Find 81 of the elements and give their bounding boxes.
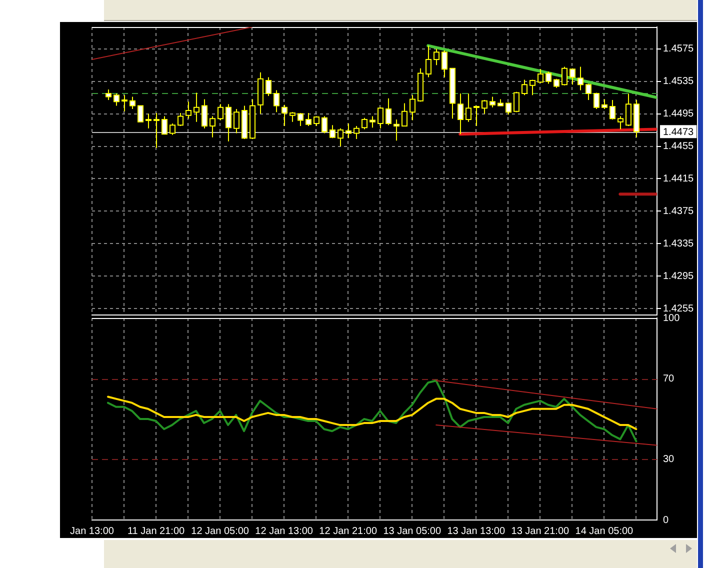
candlestick (266, 76, 272, 96)
candlestick (530, 79, 536, 96)
candlestick (274, 90, 280, 113)
candlestick (122, 94, 128, 112)
candlestick (170, 123, 176, 136)
candlestick (610, 100, 616, 120)
candlestick (346, 123, 352, 139)
x-tick-label: 12 Jan 05:00 (191, 526, 250, 537)
candlestick (426, 45, 432, 78)
candlestick (210, 116, 216, 138)
x-tick-label: 13 Jan 21:00 (511, 526, 570, 537)
candlestick (442, 50, 448, 78)
candlestick (594, 92, 600, 110)
candlestick (146, 113, 152, 129)
candlestick (330, 124, 336, 139)
candlestick (130, 96, 136, 110)
y-tick-label: 1.4535 (663, 76, 694, 88)
candlestick (410, 94, 416, 121)
x-tick-label: 12 Jan 21:00 (319, 526, 378, 537)
candlestick (162, 116, 168, 135)
y-tick-label: 1.4255 (663, 303, 694, 314)
candlestick (626, 93, 632, 126)
candlestick (226, 104, 232, 142)
candlestick (402, 102, 408, 126)
candlestick (618, 116, 624, 130)
candlestick (570, 68, 576, 86)
y-tick-label: 70 (663, 373, 675, 384)
candlestick (394, 118, 400, 142)
candlestick (178, 112, 184, 126)
candlestick (298, 112, 304, 126)
candlestick (322, 116, 328, 134)
candlestick (458, 93, 464, 135)
candlestick (202, 98, 208, 129)
candlestick (354, 125, 360, 140)
candlestick (474, 105, 480, 126)
candlestick (114, 93, 120, 106)
y-tick-label: 1.4415 (663, 173, 694, 184)
y-tick-label: 1.4375 (663, 206, 694, 217)
y-tick-label: 1.4335 (663, 238, 694, 250)
y-tick-label: 1.4495 (663, 108, 694, 120)
candlestick (234, 108, 240, 134)
x-tick-label: Jan 13:00 (70, 526, 114, 537)
candlestick (538, 68, 544, 84)
candlestick (562, 66, 568, 86)
candlestick (522, 79, 528, 96)
ref-line-label: 1.4473 (663, 126, 694, 138)
x-tick-label: 14 Jan 05:00 (575, 526, 634, 537)
candlestick (194, 92, 200, 122)
candlestick (466, 93, 472, 122)
candlestick (434, 48, 440, 66)
y-tick-label: 1.4455 (663, 141, 694, 152)
candlestick (314, 116, 320, 126)
candlestick (106, 88, 112, 101)
x-tick-label: 13 Jan 05:00 (383, 526, 442, 537)
candlestick (482, 100, 488, 114)
y-tick-label: 100 (663, 312, 680, 324)
y-tick-label: 30 (663, 454, 675, 466)
candlestick (138, 105, 144, 122)
candlestick (362, 117, 368, 130)
y-tick-label: 1.4295 (663, 270, 694, 282)
candlestick (490, 96, 496, 108)
candlestick (290, 112, 296, 122)
candlestick (386, 98, 392, 126)
candlestick (154, 112, 160, 148)
candlestick (370, 116, 376, 128)
y-tick-label: 0 (663, 514, 669, 526)
candlestick (506, 102, 512, 116)
candlestick (378, 106, 384, 129)
candlestick (218, 104, 224, 121)
candlestick (546, 71, 552, 84)
x-tick-label: 11 Jan 21:00 (127, 526, 185, 537)
y-tick-label: 1.4575 (663, 44, 694, 55)
candlestick (578, 66, 584, 91)
candlestick (282, 104, 288, 126)
candlestick (306, 112, 312, 126)
x-tick-label: 13 Jan 13:00 (447, 526, 506, 537)
candlestick (338, 128, 344, 147)
candlestick (602, 98, 608, 110)
x-tick-label: 12 Jan 13:00 (255, 526, 314, 537)
candlestick (186, 101, 192, 120)
candlestick (586, 83, 592, 101)
